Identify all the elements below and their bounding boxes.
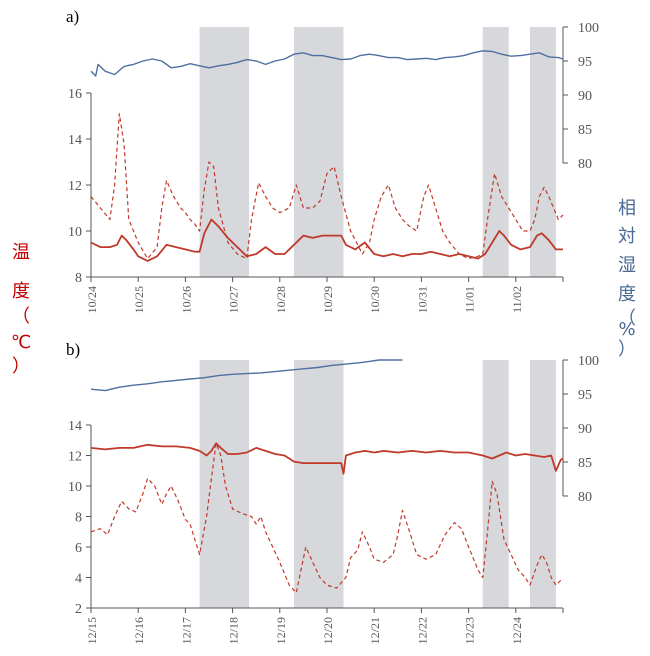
temperature-axis-label-char: 温 xyxy=(12,242,30,263)
left-tick-label: 10 xyxy=(68,480,82,495)
shaded-interval-2 xyxy=(482,360,509,608)
left-tick-label: 10 xyxy=(68,225,82,240)
x-tick-label: 12/16 xyxy=(132,617,146,644)
right-tick-label: 85 xyxy=(578,123,592,138)
x-tick-label: 12/18 xyxy=(227,617,241,644)
humidity-axis-label-char: 湿 xyxy=(618,255,636,276)
shaded-interval-2 xyxy=(482,27,509,277)
shaded-interval-1 xyxy=(293,360,344,608)
humidity-axis-label-char: 対 xyxy=(618,226,636,247)
right-tick-label: 80 xyxy=(578,490,592,505)
panel-label: a) xyxy=(66,7,79,26)
x-tick-label: 10/29 xyxy=(321,286,335,313)
x-tick-label: 12/23 xyxy=(463,617,477,644)
x-tick-label: 10/24 xyxy=(85,286,99,313)
temperature-axis-label-char: ℃ xyxy=(11,332,31,353)
x-tick-label: 10/27 xyxy=(227,286,241,313)
temperature-axis-label-char: （ xyxy=(12,306,30,327)
x-tick-label: 12/22 xyxy=(415,617,429,644)
humidity-line xyxy=(90,50,564,77)
panel-label: b) xyxy=(66,340,80,359)
right-tick-label: 90 xyxy=(578,422,592,437)
humidity-line xyxy=(90,359,403,392)
left-tick-label: 4 xyxy=(75,572,82,587)
x-tick-label: 12/21 xyxy=(368,617,382,644)
temperature-solid-line xyxy=(90,442,564,475)
left-tick-label: 6 xyxy=(75,541,82,556)
x-tick-label: 11/02 xyxy=(510,286,524,313)
x-tick-label: 11/01 xyxy=(463,286,477,313)
x-tick-label: 12/20 xyxy=(321,617,335,644)
right-tick-label: 85 xyxy=(578,456,592,471)
right-tick-label: 95 xyxy=(578,55,592,70)
panel-a: 8 10 12 14 16 80 85 90 95 100 10/24 10/25 10/26 10/27… xyxy=(66,7,599,313)
x-tick-label: 12/19 xyxy=(274,617,288,644)
humidity-axis-label-char: % xyxy=(618,319,635,340)
humidity-axis-label-char: 度 xyxy=(618,284,636,305)
temperature-axis-label-char: ） xyxy=(12,356,30,377)
x-tick-label: 10/31 xyxy=(415,286,429,313)
right-tick-label: 100 xyxy=(578,21,599,36)
temperature-dashed-line xyxy=(90,113,564,260)
x-tick-label: 10/30 xyxy=(368,286,382,313)
right-tick-label: 100 xyxy=(578,354,599,369)
x-tick-label: 12/17 xyxy=(179,617,193,644)
shaded-interval-0 xyxy=(199,27,250,277)
left-tick-label: 8 xyxy=(75,271,82,286)
humidity-axis-label-char: ） xyxy=(618,339,636,360)
x-tick-label: 10/28 xyxy=(274,286,288,313)
shaded-interval-0 xyxy=(199,360,250,608)
left-tick-label: 14 xyxy=(68,419,82,434)
panel-b: 2 4 6 8 10 12 14 80 85 90 95 100 12/15 12/16 12/17 12/1… xyxy=(66,340,599,644)
left-tick-label: 16 xyxy=(68,87,82,102)
temperature-axis-label-char: 度 xyxy=(12,281,30,302)
left-tick-label: 12 xyxy=(68,179,82,194)
right-tick-label: 90 xyxy=(578,89,592,104)
right-tick-label: 95 xyxy=(578,388,592,403)
x-tick-label: 10/26 xyxy=(179,286,193,313)
left-tick-label: 8 xyxy=(75,511,82,526)
x-tick-label: 12/24 xyxy=(510,617,524,644)
left-tick-label: 12 xyxy=(68,450,82,465)
left-tick-label: 2 xyxy=(75,602,82,617)
shaded-interval-3 xyxy=(529,360,556,608)
temperature-dashed-line xyxy=(90,442,564,594)
humidity-axis-label-char: 相 xyxy=(618,198,636,219)
right-tick-label: 80 xyxy=(578,157,592,172)
left-tick-label: 14 xyxy=(68,133,82,148)
humidity-axis-label-char: （ xyxy=(618,308,636,329)
x-tick-label: 12/15 xyxy=(85,617,99,644)
x-tick-label: 10/25 xyxy=(132,286,146,313)
temperature-solid-line xyxy=(90,218,563,262)
shaded-interval-1 xyxy=(293,27,344,277)
